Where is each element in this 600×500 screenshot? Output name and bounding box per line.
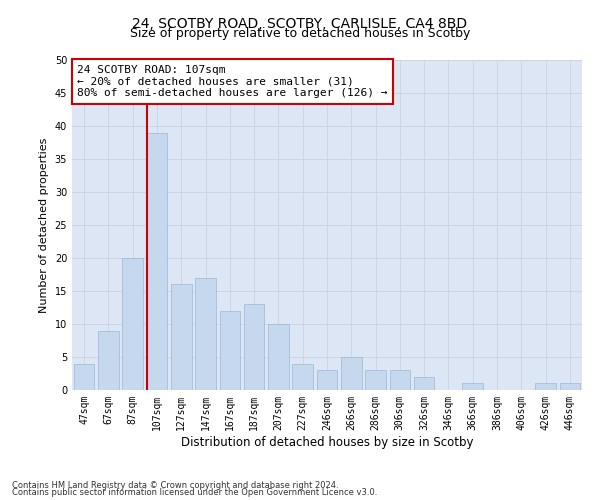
Bar [560, 384, 580, 390]
Text: Size of property relative to detached houses in Scotby: Size of property relative to detached ho… [130, 28, 470, 40]
Bar [535, 384, 556, 390]
Bar [122, 258, 143, 390]
Text: Contains public sector information licensed under the Open Government Licence v3: Contains public sector information licen… [12, 488, 377, 497]
Bar [463, 384, 483, 390]
Y-axis label: Number of detached properties: Number of detached properties [39, 138, 49, 312]
Bar [341, 357, 362, 390]
Bar [74, 364, 94, 390]
Bar [171, 284, 191, 390]
Bar [146, 132, 167, 390]
Bar [292, 364, 313, 390]
Text: Contains HM Land Registry data © Crown copyright and database right 2024.: Contains HM Land Registry data © Crown c… [12, 480, 338, 490]
Bar [195, 278, 216, 390]
Bar [365, 370, 386, 390]
X-axis label: Distribution of detached houses by size in Scotby: Distribution of detached houses by size … [181, 436, 473, 448]
Bar [268, 324, 289, 390]
Bar [317, 370, 337, 390]
Bar [220, 311, 240, 390]
Bar [98, 330, 119, 390]
Bar [244, 304, 265, 390]
Bar [389, 370, 410, 390]
Text: 24, SCOTBY ROAD, SCOTBY, CARLISLE, CA4 8BD: 24, SCOTBY ROAD, SCOTBY, CARLISLE, CA4 8… [133, 18, 467, 32]
Text: 24 SCOTBY ROAD: 107sqm
← 20% of detached houses are smaller (31)
80% of semi-det: 24 SCOTBY ROAD: 107sqm ← 20% of detached… [77, 65, 388, 98]
Bar [414, 377, 434, 390]
